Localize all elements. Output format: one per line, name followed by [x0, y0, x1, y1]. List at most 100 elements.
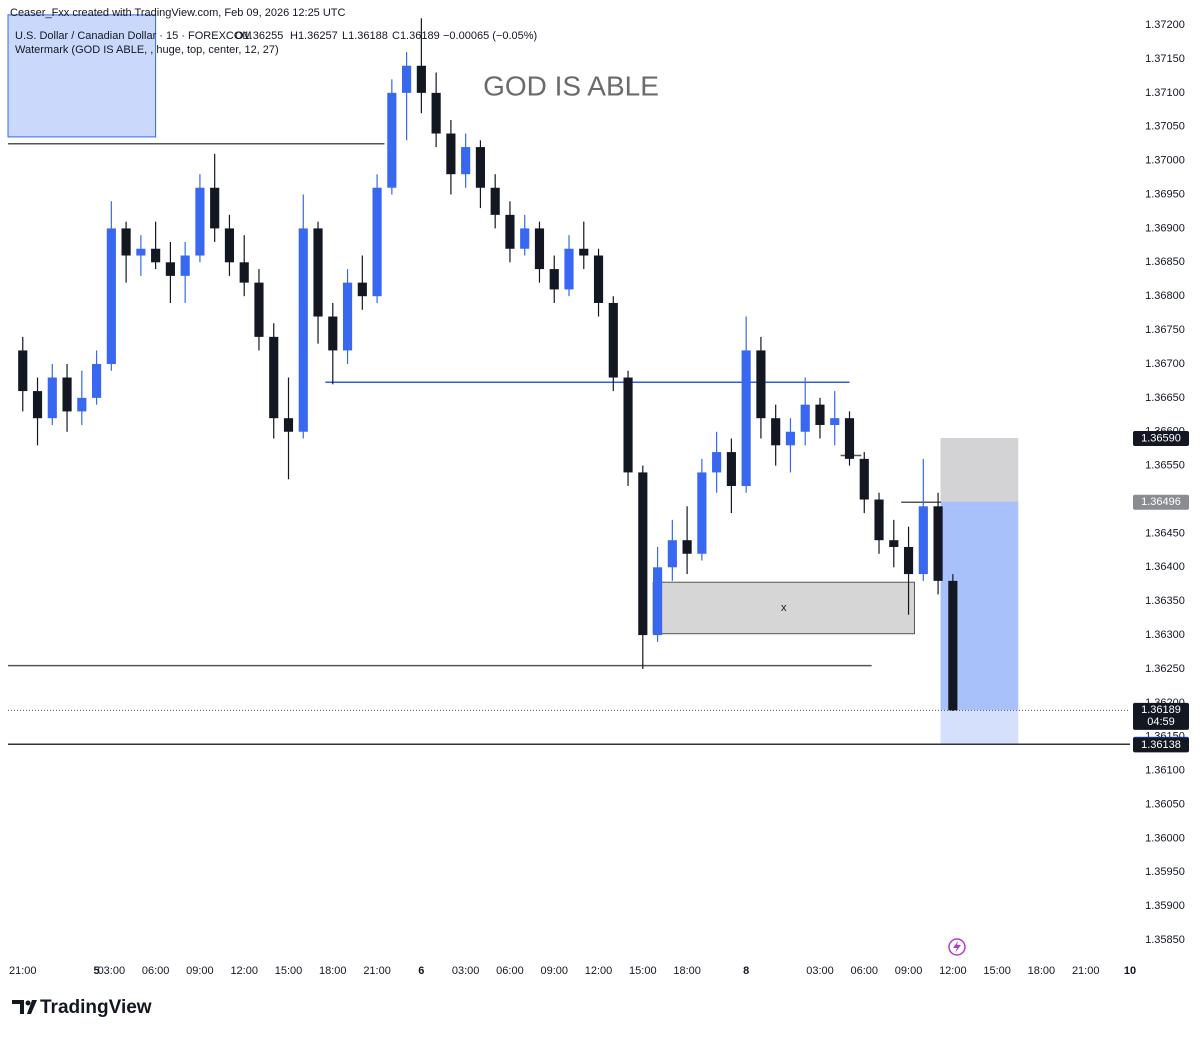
candle-body [269, 336, 279, 419]
x-tick-label: 18:00 [319, 965, 347, 977]
y-tick-label: 1.37050 [1145, 121, 1185, 133]
candle-body [195, 187, 205, 256]
brand: TradingView [40, 997, 152, 1018]
y-tick-label: 1.35950 [1145, 866, 1185, 878]
x-tick-label: 10 [1124, 965, 1136, 977]
candle-body [357, 282, 367, 297]
candle-body [239, 262, 249, 283]
price-label: 1.36590 [1141, 432, 1181, 444]
price-label-bg [1133, 702, 1189, 730]
candle-body [933, 506, 943, 581]
candle-body [712, 452, 722, 473]
candle-body [918, 506, 928, 575]
x-tick-label: 03:00 [806, 965, 834, 977]
candle-body [889, 540, 899, 547]
drawing-box [940, 709, 1019, 745]
candle-body [844, 418, 855, 459]
candle-body [283, 418, 294, 432]
candle-body [210, 187, 220, 229]
y-tick-label: 1.36550 [1145, 460, 1185, 472]
candle-body [520, 228, 530, 249]
candle-body [903, 546, 914, 575]
x-tick-label: 09:00 [895, 965, 923, 977]
candle-body [62, 377, 72, 412]
candle-body [948, 580, 958, 711]
x-tick-label: 06:00 [496, 965, 524, 977]
symbol: U.S. Dollar / Canadian Dollar · 15 · FOR… [15, 30, 252, 42]
y-tick-label: 1.36000 [1145, 832, 1185, 844]
candle-body [534, 228, 545, 270]
watermark: GOD IS ABLE [483, 70, 659, 101]
candle-body [342, 282, 353, 351]
candle-body [579, 248, 589, 256]
countdown: 04:59 [1147, 716, 1175, 728]
price-label-bg [1133, 494, 1189, 510]
y-tick-label: 1.36350 [1145, 595, 1185, 607]
candle-body [32, 391, 43, 419]
candle-body [785, 431, 796, 446]
price-label-bg [1133, 737, 1189, 753]
candle-body [298, 228, 308, 432]
x-tick-label: 18:00 [673, 965, 701, 977]
legend-change: −0.00065 (−0.05%) [443, 30, 537, 42]
y-tick-label: 1.36050 [1145, 798, 1185, 810]
x-tick-label: 03:00 [98, 965, 126, 977]
x-tick-label: 15:00 [983, 965, 1011, 977]
candle-body [136, 248, 146, 256]
price-label: 1.36496 [1141, 496, 1181, 508]
legend-low: L1.36188 [342, 30, 388, 42]
y-tick-label: 1.37150 [1145, 53, 1185, 65]
candle-body [815, 404, 825, 425]
y-tick-label: 1.36700 [1145, 358, 1185, 370]
candle-body [638, 472, 648, 636]
x-tick-label: 03:00 [452, 965, 480, 977]
candle-body [771, 418, 781, 446]
candle-body [151, 248, 161, 263]
y-tick-label: 1.37200 [1145, 19, 1185, 31]
y-tick-label: 1.35850 [1145, 934, 1185, 946]
candle-body [682, 540, 692, 554]
y-tick-label: 1.36650 [1145, 392, 1185, 404]
candle-body [224, 228, 235, 263]
candle-body [800, 404, 810, 432]
time-axis: 21:00 503:00 06:00 09:00 12:00 15:00 18:00 21:0… [9, 965, 1136, 977]
candle-body [431, 92, 441, 134]
y-tick-label: 1.36800 [1145, 290, 1185, 302]
price-label-bg [1133, 431, 1189, 447]
price-label: 1.36189 [1141, 704, 1181, 716]
candle-body [180, 255, 190, 276]
candle-body [608, 302, 618, 378]
candle-body [726, 452, 736, 486]
box-label: x [781, 602, 787, 614]
candle-body [254, 282, 264, 337]
candle-body [593, 255, 604, 303]
drawing-box [7, 14, 157, 138]
price-label: 1.36138 [1141, 739, 1181, 751]
candle-body [461, 147, 471, 175]
x-tick-label: 09:00 [186, 965, 214, 977]
y-tick-label: 1.36450 [1145, 527, 1185, 539]
candle-body [874, 499, 884, 541]
candle-body [47, 377, 57, 419]
x-tick-label: 18:00 [1028, 965, 1056, 977]
candle-body [653, 567, 663, 636]
x-tick-label: 6 [418, 965, 424, 977]
y-tick-label: 1.36250 [1145, 663, 1185, 675]
y-tick-label: 1.36950 [1145, 188, 1185, 200]
y-tick-label: 1.36300 [1145, 629, 1185, 641]
candle-body [697, 472, 707, 554]
x-tick-label: 06:00 [142, 965, 170, 977]
candle-body [121, 228, 131, 256]
brand-logo [12, 1000, 37, 1014]
candle-body [475, 147, 485, 188]
candle-body [402, 65, 412, 93]
legend-high: H1.36257 [290, 30, 338, 42]
x-tick-label: 12:00 [939, 965, 967, 977]
alert-icon [948, 938, 966, 956]
candle-body [18, 350, 28, 392]
candle-body [859, 458, 869, 500]
x-tick-label: 21:00 [9, 965, 37, 977]
candle-body [564, 248, 574, 290]
